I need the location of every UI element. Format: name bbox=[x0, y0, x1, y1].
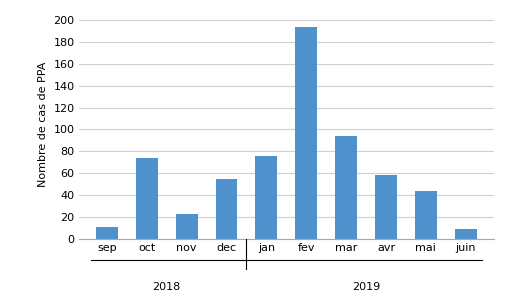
Bar bbox=[215, 179, 238, 239]
Bar bbox=[455, 229, 477, 239]
Bar bbox=[96, 227, 118, 239]
Bar bbox=[295, 27, 317, 239]
Text: 2018: 2018 bbox=[153, 282, 181, 292]
Text: 2019: 2019 bbox=[352, 282, 380, 292]
Bar bbox=[375, 175, 397, 239]
Bar bbox=[256, 156, 277, 239]
Bar bbox=[136, 158, 158, 239]
Y-axis label: Nombre de cas de PPA: Nombre de cas de PPA bbox=[38, 61, 48, 187]
Bar bbox=[415, 191, 437, 239]
Bar bbox=[176, 214, 197, 239]
Bar bbox=[335, 136, 357, 239]
